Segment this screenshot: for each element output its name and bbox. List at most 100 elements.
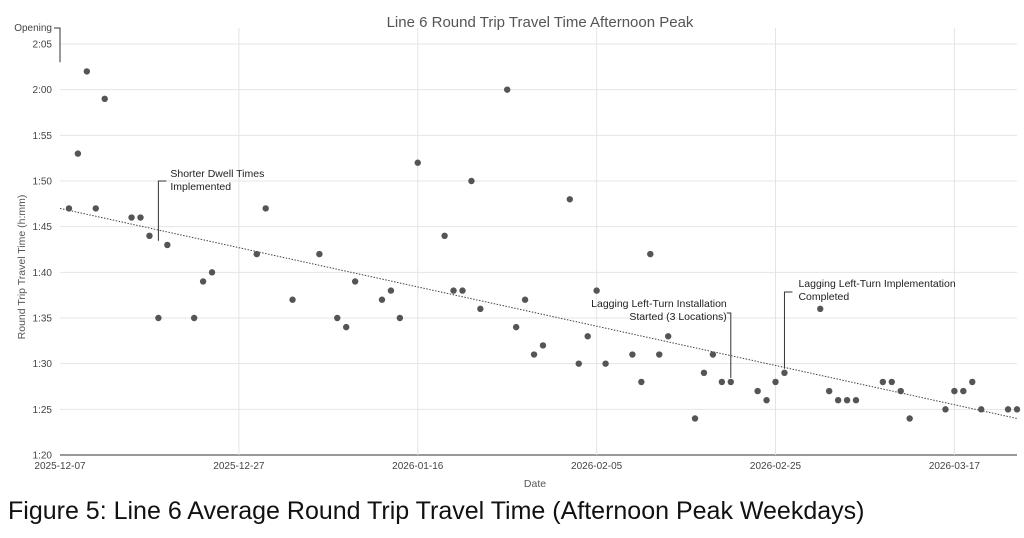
y-tick-label: 1:50 bbox=[33, 177, 53, 188]
trendline-layer bbox=[59, 207, 1018, 419]
data-point bbox=[593, 287, 600, 294]
data-point bbox=[316, 250, 323, 258]
data-point bbox=[343, 323, 350, 331]
data-point bbox=[664, 333, 672, 340]
annotation-text: Completed bbox=[798, 291, 849, 303]
data-point bbox=[602, 360, 609, 367]
data-point bbox=[906, 415, 913, 422]
y-tick-label: 2:00 bbox=[33, 85, 53, 96]
data-point bbox=[843, 397, 851, 404]
data-point bbox=[700, 369, 708, 376]
data-point bbox=[584, 333, 591, 340]
data-point bbox=[137, 214, 144, 221]
y-tick-label: 1:45 bbox=[33, 222, 53, 233]
annotation-text: Shorter Dwell Times bbox=[170, 168, 264, 180]
data-point bbox=[656, 351, 663, 358]
data-point bbox=[1013, 406, 1021, 413]
data-point bbox=[512, 323, 520, 331]
x-tick-label: 2025-12-27 bbox=[213, 461, 265, 472]
data-point bbox=[334, 314, 341, 322]
data-point bbox=[1004, 406, 1012, 413]
data-point bbox=[951, 387, 958, 395]
data-point bbox=[414, 159, 421, 166]
y-tick-label: 1:30 bbox=[33, 359, 53, 370]
data-point bbox=[834, 397, 842, 404]
data-point bbox=[155, 314, 162, 322]
opening-label: Opening bbox=[14, 23, 52, 34]
data-point bbox=[199, 278, 207, 285]
annotation-text: Lagging Left-Turn Implementation bbox=[798, 278, 955, 290]
data-point bbox=[289, 296, 296, 303]
x-tick-label: 2026-01-16 bbox=[392, 461, 444, 472]
data-point bbox=[754, 387, 761, 395]
data-point bbox=[817, 305, 824, 313]
data-point bbox=[629, 351, 636, 358]
data-points bbox=[65, 68, 1021, 422]
data-point bbox=[190, 314, 198, 322]
scatter-chart: Line 6 Round Trip Travel Time Afternoon … bbox=[14, 14, 1021, 490]
data-point bbox=[351, 278, 359, 285]
data-point bbox=[208, 269, 216, 276]
axis-ticks: 1:20 1:25 1:30 1:35 1:40 1:45 1:50 1:55 2:00 2:05… bbox=[33, 40, 981, 473]
data-point bbox=[879, 378, 887, 386]
data-point bbox=[65, 205, 73, 212]
y-tick-label: 1:40 bbox=[33, 268, 53, 279]
y-tick-label: 1:35 bbox=[33, 314, 53, 325]
data-point bbox=[459, 287, 466, 294]
data-point bbox=[897, 387, 904, 395]
data-point bbox=[164, 241, 171, 249]
data-point bbox=[709, 351, 717, 358]
y-tick-label: 1:55 bbox=[33, 131, 53, 142]
data-point bbox=[530, 351, 538, 358]
data-point bbox=[718, 378, 726, 386]
x-tick-label: 2026-03-17 bbox=[929, 461, 981, 472]
data-point bbox=[146, 232, 153, 239]
data-point bbox=[978, 406, 985, 413]
annotation-leader-line bbox=[783, 291, 793, 369]
data-point bbox=[128, 214, 135, 221]
data-point bbox=[888, 378, 895, 386]
chart-container: Line 6 Round Trip Travel Time Afternoon … bbox=[14, 14, 1021, 490]
data-point bbox=[441, 232, 448, 239]
data-point bbox=[503, 86, 511, 93]
opening-marker: Opening bbox=[14, 23, 61, 63]
data-point bbox=[763, 397, 770, 404]
annotation: Lagging Left-Turn ImplementationComplete… bbox=[783, 278, 956, 369]
data-point bbox=[772, 378, 779, 386]
data-point bbox=[647, 250, 654, 258]
data-point bbox=[262, 205, 269, 212]
x-tick-label: 2026-02-25 bbox=[750, 461, 802, 472]
annotation-leader-line bbox=[726, 312, 732, 378]
data-point bbox=[691, 415, 699, 422]
x-axis-label: Date bbox=[524, 478, 546, 490]
data-point bbox=[727, 378, 734, 386]
data-point bbox=[638, 378, 645, 386]
data-point bbox=[387, 287, 395, 294]
data-point bbox=[521, 296, 529, 303]
data-point bbox=[450, 287, 457, 294]
annotation-text: Started (3 Locations) bbox=[629, 311, 726, 323]
trend-line bbox=[59, 207, 1018, 419]
x-tick-label: 2025-12-07 bbox=[34, 461, 86, 472]
data-point bbox=[468, 177, 475, 185]
y-tick-label: 1:25 bbox=[33, 405, 53, 416]
data-point bbox=[253, 250, 260, 258]
data-point bbox=[960, 387, 967, 395]
y-tick-label: 2:05 bbox=[33, 40, 53, 51]
data-point bbox=[396, 314, 404, 322]
y-tick-label: 1:20 bbox=[33, 451, 53, 462]
data-point bbox=[74, 150, 82, 157]
data-point bbox=[825, 387, 833, 395]
opening-leader-line bbox=[54, 27, 61, 63]
data-point bbox=[781, 369, 788, 376]
annotation-text: Lagging Left-Turn Installation bbox=[591, 298, 727, 310]
data-point bbox=[378, 296, 386, 303]
gridlines bbox=[60, 28, 1017, 456]
y-axis-label: Round Trip Travel Time (h:mm) bbox=[16, 195, 28, 340]
data-point bbox=[942, 406, 949, 413]
data-point bbox=[92, 205, 99, 212]
chart-title: Line 6 Round Trip Travel Time Afternoon … bbox=[387, 14, 694, 31]
data-point bbox=[477, 305, 484, 313]
